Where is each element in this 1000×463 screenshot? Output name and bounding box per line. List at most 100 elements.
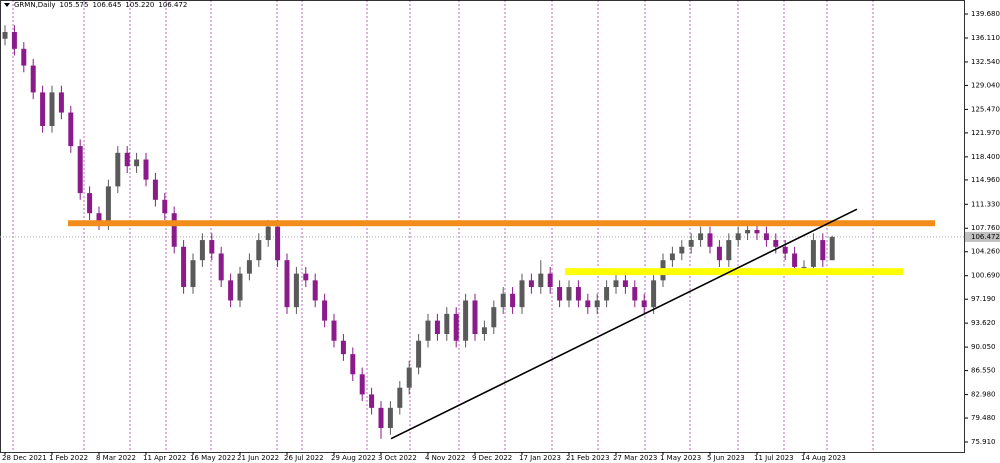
candle-body (707, 233, 713, 247)
candle-body (745, 229, 751, 234)
candle-body (40, 92, 46, 126)
candle-body (622, 280, 628, 288)
candle-body (669, 253, 675, 261)
candle-body (134, 159, 140, 167)
candle-body (331, 320, 337, 341)
candle-body (49, 92, 55, 126)
candle-body (162, 199, 168, 214)
candle-body (359, 374, 365, 395)
y-tick-label: 79.480 (971, 414, 996, 422)
candle-body (143, 159, 149, 180)
x-tick-label: 11 Jul 2023 (754, 454, 794, 462)
header-icon (4, 3, 10, 7)
x-tick-label: 9 Dec 2022 (472, 454, 512, 462)
candle-body (350, 354, 356, 375)
candle-body (604, 287, 610, 301)
candle-body (275, 226, 281, 261)
candle-body (190, 260, 196, 288)
candle-body (237, 273, 243, 301)
header-value: 106.645 (92, 1, 122, 9)
candle-body (406, 367, 412, 388)
x-tick-label: 3 Oct 2022 (378, 454, 417, 462)
x-tick-label: 29 Aug 2022 (331, 454, 376, 462)
y-tick-label: 118.400 (971, 153, 1000, 161)
candle-body (500, 293, 506, 308)
candle-body (585, 300, 591, 308)
candle-body (566, 287, 572, 301)
x-tick-label: 28 Dec 2021 (2, 454, 47, 462)
x-tick-label: 21 Feb 2023 (566, 454, 610, 462)
candle-body (105, 186, 111, 224)
candle-body (369, 394, 375, 408)
candle-body (613, 280, 619, 288)
candle-body (58, 92, 64, 113)
candle-body (425, 320, 431, 341)
last-price-label: 106.472 (971, 233, 1000, 241)
candle-body (11, 32, 17, 49)
candle-body (209, 240, 215, 254)
candle-body (21, 48, 27, 66)
y-tick-label: 111.330 (971, 200, 1000, 208)
candle-body (265, 226, 271, 241)
y-tick-label: 132.540 (971, 58, 1000, 66)
candle-body (2, 32, 8, 39)
candle-body (68, 112, 74, 147)
y-tick-label: 86.550 (971, 367, 996, 375)
candle-body (246, 260, 252, 274)
y-tick-label: 139.680 (971, 10, 1000, 18)
candle-body (312, 280, 318, 301)
x-tick-label: 4 Nov 2022 (425, 454, 465, 462)
candle-body (575, 287, 581, 301)
candle-body (463, 300, 469, 341)
y-tick-label: 82.980 (971, 391, 996, 399)
candle-body (716, 246, 722, 261)
y-tick-label: 75.910 (971, 438, 996, 446)
candle-body (773, 240, 779, 247)
y-tick-label: 104.260 (971, 248, 1000, 256)
candle-body (416, 340, 422, 368)
candle-body (77, 146, 83, 194)
candle-body (754, 229, 760, 234)
candle-body (782, 246, 788, 254)
candle-body (547, 273, 553, 288)
x-tick-label: 8 Mar 2022 (96, 454, 136, 462)
y-tick-label: 107.760 (971, 224, 1000, 232)
candle-body (472, 300, 478, 335)
candle-body (322, 300, 328, 321)
x-tick-label: 26 Jul 2022 (284, 454, 324, 462)
x-tick-label: 11 Apr 2022 (143, 454, 186, 462)
y-tick-label: 97.190 (971, 295, 996, 303)
x-tick-label: 14 Aug 2023 (801, 454, 846, 462)
candle-body (688, 240, 694, 247)
x-tick-label: 21 Jun 2022 (237, 454, 279, 462)
candle-body (829, 236, 835, 261)
header-value: 105.220 (125, 1, 155, 9)
x-tick-label: 1 Feb 2022 (49, 454, 88, 462)
x-tick-label: 27 Mar 2023 (613, 454, 657, 462)
candle-body (820, 240, 826, 261)
candle-body (801, 266, 807, 268)
y-tick-label: 90.050 (971, 343, 996, 351)
trendline (390, 208, 858, 440)
candle-body (698, 233, 704, 241)
candle-body (284, 260, 290, 308)
x-tick-label: 5 Jun 2023 (707, 454, 745, 462)
candle-body (228, 280, 234, 301)
candle-body (519, 280, 525, 308)
y-tick-label: 129.040 (971, 81, 1000, 89)
header-value: 105.575 (59, 1, 89, 9)
candle-body (641, 300, 647, 308)
candle-body (30, 65, 36, 93)
candle-body (340, 340, 346, 355)
y-tick-label: 125.470 (971, 105, 1000, 113)
candle-body (218, 253, 224, 281)
y-tick-label: 114.960 (971, 176, 1000, 184)
candle-body (528, 280, 534, 288)
candle-body (632, 287, 638, 301)
y-tick-label: 121.970 (971, 129, 1000, 137)
candle-body (397, 387, 403, 408)
last-price-box (965, 231, 1000, 242)
candle-body (453, 313, 459, 341)
